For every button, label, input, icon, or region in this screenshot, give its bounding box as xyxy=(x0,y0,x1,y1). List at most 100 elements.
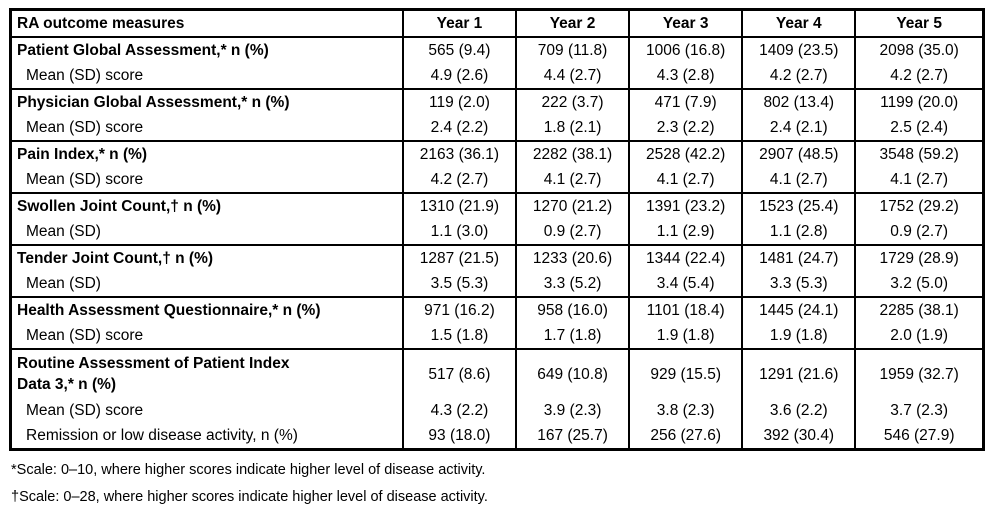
measure-label: Routine Assessment of Patient Index Data… xyxy=(10,348,403,398)
value-cell: 4.1 (2.7) xyxy=(628,167,743,193)
value-cell: 3.3 (5.3) xyxy=(741,271,856,297)
value-cell: 2098 (35.0) xyxy=(854,36,984,63)
value-cell: 4.2 (2.7) xyxy=(741,63,856,89)
value-cell: 256 (27.6) xyxy=(628,423,743,450)
value-cell: 167 (25.7) xyxy=(514,423,630,450)
measure-sublabel: Remission or low disease activity, n (%) xyxy=(26,427,298,444)
measure-label: Patient Global Assessment,* n (%) xyxy=(10,36,403,63)
value-cell: 1270 (21.2) xyxy=(514,192,630,219)
header-year-1: Year 1 xyxy=(401,9,516,38)
table-row: Pain Index,* n (%) 2163 (36.1) 2282 (38.… xyxy=(10,140,984,167)
table-row: Mean (SD) score 1.5 (1.8) 1.7 (1.8) 1.9 … xyxy=(11,323,984,349)
measure-sublabel: Mean (SD) score xyxy=(26,171,144,188)
value-cell: 958 (16.0) xyxy=(514,296,630,323)
measure-label: Swollen Joint Count,† n (%) xyxy=(10,192,403,219)
measure-sublabel: Mean (SD) score xyxy=(26,67,144,84)
value-cell: 2.4 (2.1) xyxy=(741,115,856,141)
value-cell: 1959 (32.7) xyxy=(854,348,984,398)
value-cell: 517 (8.6) xyxy=(401,348,516,398)
table-row: Health Assessment Questionnaire,* n (%) … xyxy=(10,296,984,323)
value-cell: 1.1 (3.0) xyxy=(401,219,516,245)
value-cell: 3.4 (5.4) xyxy=(628,271,743,297)
footnote-asterisk: *Scale: 0–10, where higher scores indica… xyxy=(11,462,486,478)
value-cell: 0.9 (2.7) xyxy=(854,219,984,245)
value-cell: 2.4 (2.2) xyxy=(401,115,516,141)
value-cell: 3.6 (2.2) xyxy=(741,398,856,423)
value-cell: 1310 (21.9) xyxy=(401,192,516,219)
value-cell: 4.4 (2.7) xyxy=(514,63,630,89)
table-row: Mean (SD) score 4.3 (2.2) 3.9 (2.3) 3.8 … xyxy=(11,398,984,423)
value-cell: 1.1 (2.9) xyxy=(628,219,743,245)
value-cell: 1729 (28.9) xyxy=(854,244,984,271)
value-cell: 4.3 (2.8) xyxy=(628,63,743,89)
value-cell: 649 (10.8) xyxy=(514,348,630,398)
measure-sublabel: Mean (SD) xyxy=(26,275,101,292)
value-cell: 929 (15.5) xyxy=(628,348,743,398)
value-cell: 1.1 (2.8) xyxy=(741,219,856,245)
value-cell: 93 (18.0) xyxy=(401,423,516,450)
value-cell: 3.3 (5.2) xyxy=(514,271,630,297)
ra-outcomes-table: RA outcome measures Year 1 Year 2 Year 3… xyxy=(9,8,985,451)
value-cell: 0.9 (2.7) xyxy=(514,219,630,245)
value-cell: 392 (30.4) xyxy=(741,423,856,450)
table-row: Patient Global Assessment,* n (%) 565 (9… xyxy=(10,36,984,63)
value-cell: 546 (27.9) xyxy=(854,423,984,450)
header-year-3: Year 3 xyxy=(628,9,743,38)
value-cell: 1.9 (1.8) xyxy=(628,323,743,349)
table-row: Mean (SD) 1.1 (3.0) 0.9 (2.7) 1.1 (2.9) … xyxy=(11,219,984,245)
value-cell: 1344 (22.4) xyxy=(628,244,743,271)
table-row: Remission or low disease activity, n (%)… xyxy=(11,423,984,450)
measure-label: Health Assessment Questionnaire,* n (%) xyxy=(10,296,403,323)
value-cell: 471 (7.9) xyxy=(628,88,743,115)
value-cell: 1.8 (2.1) xyxy=(514,115,630,141)
value-cell: 1.9 (1.8) xyxy=(741,323,856,349)
value-cell: 565 (9.4) xyxy=(401,36,516,63)
value-cell: 3.8 (2.3) xyxy=(628,398,743,423)
value-cell: 4.2 (2.7) xyxy=(854,63,984,89)
value-cell: 4.3 (2.2) xyxy=(401,398,516,423)
value-cell: 1233 (20.6) xyxy=(514,244,630,271)
table-row: Mean (SD) 3.5 (5.3) 3.3 (5.2) 3.4 (5.4) … xyxy=(11,271,984,297)
value-cell: 1291 (21.6) xyxy=(741,348,856,398)
value-cell: 1006 (16.8) xyxy=(628,36,743,63)
value-cell: 1481 (24.7) xyxy=(741,244,856,271)
value-cell: 1.7 (1.8) xyxy=(514,323,630,349)
value-cell: 222 (3.7) xyxy=(514,88,630,115)
table-row: Routine Assessment of Patient Index Data… xyxy=(10,348,984,398)
table-header-row: RA outcome measures Year 1 Year 2 Year 3… xyxy=(10,9,984,38)
table-row: Swollen Joint Count,† n (%) 1310 (21.9) … xyxy=(10,192,984,219)
measure-label: Tender Joint Count,† n (%) xyxy=(10,244,403,271)
footnotes: *Scale: 0–10, where higher scores indica… xyxy=(11,461,1000,506)
value-cell: 2285 (38.1) xyxy=(854,296,984,323)
value-cell: 3548 (59.2) xyxy=(854,140,984,167)
value-cell: 971 (16.2) xyxy=(401,296,516,323)
value-cell: 3.2 (5.0) xyxy=(854,271,984,297)
value-cell: 2.0 (1.9) xyxy=(854,323,984,349)
value-cell: 3.5 (5.3) xyxy=(401,271,516,297)
measure-label: Physician Global Assessment,* n (%) xyxy=(10,88,403,115)
table-row: Physician Global Assessment,* n (%) 119 … xyxy=(10,88,984,115)
value-cell: 1409 (23.5) xyxy=(741,36,856,63)
value-cell: 709 (11.8) xyxy=(514,36,630,63)
header-ra-outcome-measures: RA outcome measures xyxy=(10,9,403,38)
measure-label-text: Routine Assessment of Patient Index Data… xyxy=(17,355,290,393)
value-cell: 2.5 (2.4) xyxy=(854,115,984,141)
value-cell: 1.5 (1.8) xyxy=(401,323,516,349)
value-cell: 1523 (25.4) xyxy=(741,192,856,219)
value-cell: 4.9 (2.6) xyxy=(401,63,516,89)
measure-sublabel: Mean (SD) xyxy=(26,223,101,240)
value-cell: 1445 (24.1) xyxy=(741,296,856,323)
value-cell: 1199 (20.0) xyxy=(854,88,984,115)
header-year-2: Year 2 xyxy=(514,9,630,38)
value-cell: 3.9 (2.3) xyxy=(514,398,630,423)
measure-sublabel: Mean (SD) score xyxy=(26,402,144,419)
value-cell: 2907 (48.5) xyxy=(741,140,856,167)
value-cell: 1391 (23.2) xyxy=(628,192,743,219)
value-cell: 2282 (38.1) xyxy=(514,140,630,167)
value-cell: 4.1 (2.7) xyxy=(514,167,630,193)
measure-label: Pain Index,* n (%) xyxy=(10,140,403,167)
value-cell: 4.1 (2.7) xyxy=(741,167,856,193)
table-row: Mean (SD) score 4.9 (2.6) 4.4 (2.7) 4.3 … xyxy=(11,63,984,89)
value-cell: 802 (13.4) xyxy=(741,88,856,115)
